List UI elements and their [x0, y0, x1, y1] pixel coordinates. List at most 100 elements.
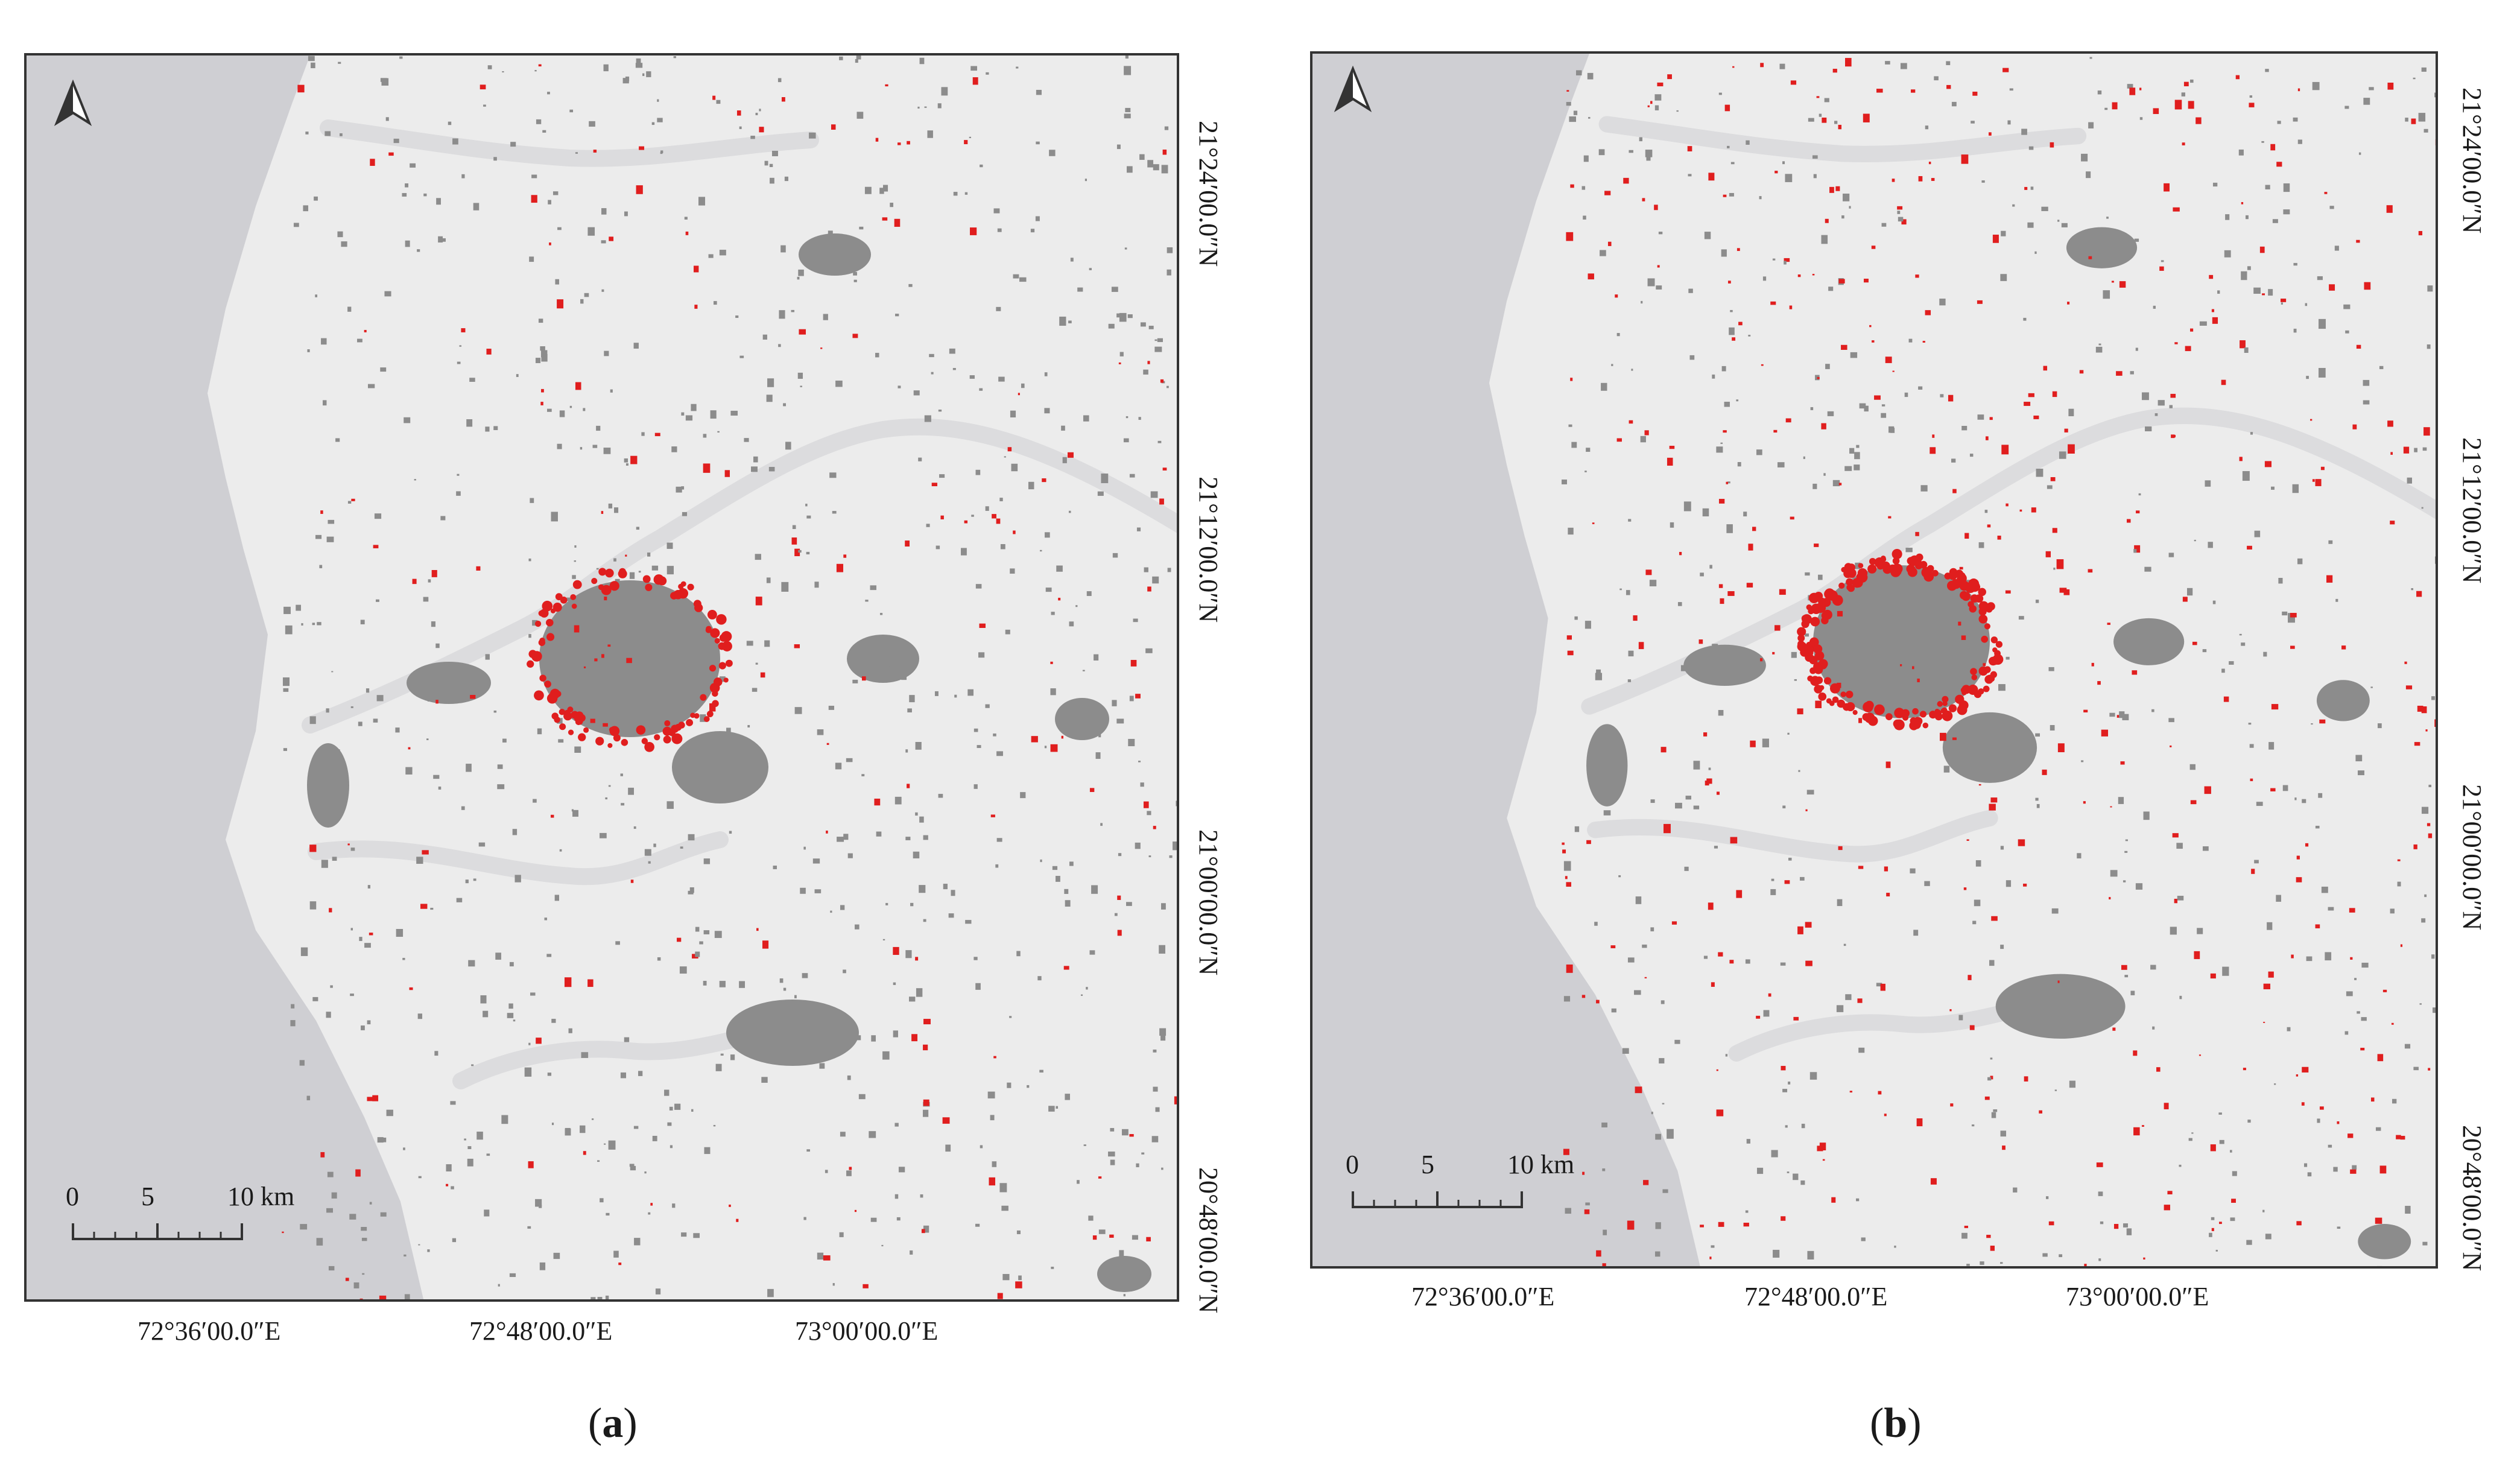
new-builtup-patch — [2219, 1222, 2222, 1225]
builtup-patch — [730, 1054, 735, 1060]
builtup-patch — [1049, 150, 1056, 156]
builtup-patch — [1712, 644, 1718, 648]
new-builtup-patch — [1838, 483, 1842, 486]
new-builtup-patch — [2349, 908, 2355, 913]
new-builtup-patch — [1718, 499, 1725, 504]
new-builtup-patch — [345, 1278, 349, 1281]
builtup-patch — [1056, 565, 1063, 572]
builtup-patch — [1629, 150, 1633, 153]
builtup-patch — [1154, 346, 1162, 352]
builtup-patch — [2013, 1187, 2018, 1193]
builtup-patch — [1858, 1047, 1865, 1053]
new-builtup-patch — [2183, 81, 2189, 87]
urban-growth-patch — [671, 733, 683, 744]
builtup-patch — [396, 929, 404, 937]
new-builtup-patch — [2083, 709, 2088, 713]
builtup-patch — [817, 729, 824, 735]
builtup-patch — [2124, 851, 2128, 853]
builtup-patch — [493, 426, 498, 431]
builtup-patch — [547, 1073, 552, 1076]
builtup-patch — [780, 245, 786, 253]
builtup-patch — [1654, 1251, 1660, 1257]
builtup-patch — [1059, 316, 1066, 326]
new-builtup-patch — [1050, 661, 1053, 664]
builtup-patch — [870, 585, 876, 591]
builtup-patch — [1810, 407, 1814, 410]
builtup-patch — [337, 749, 340, 753]
builtup-patch — [1967, 770, 1975, 779]
builtup-patch — [2271, 486, 2275, 490]
builtup-patch — [2028, 146, 2034, 150]
builtup-patch — [688, 890, 694, 895]
builtup-patch — [316, 1238, 323, 1246]
builtup-patch — [2041, 206, 2048, 211]
new-builtup-patch — [1961, 635, 1966, 640]
builtup-patch — [1841, 215, 1844, 219]
builtup-patch — [825, 1170, 828, 1173]
new-builtup-patch — [2210, 973, 2216, 979]
builtup-patch — [2245, 215, 2249, 220]
new-builtup-patch — [2434, 719, 2436, 727]
builtup-patch — [2142, 392, 2149, 401]
builtup-patch — [779, 310, 785, 319]
new-builtup-patch — [1825, 218, 1829, 223]
new-builtup-patch — [654, 433, 660, 437]
builtup-patch — [1951, 458, 1956, 463]
builtup-patch — [554, 895, 559, 901]
builtup-patch — [934, 691, 939, 696]
builtup-patch — [2247, 266, 2251, 270]
new-builtup-patch — [794, 548, 800, 557]
builtup-patch — [1941, 606, 1948, 610]
builtup-patch — [1626, 590, 1630, 595]
builtup-patch — [1720, 442, 1723, 444]
builtup-patch — [1098, 1229, 1106, 1234]
builtup-patch — [1794, 679, 1797, 681]
builtup-patch — [1161, 165, 1168, 174]
new-builtup-patch — [1770, 301, 1776, 305]
builtup-patch — [769, 163, 773, 167]
builtup-patch — [1143, 369, 1148, 375]
builtup-patch — [1124, 247, 1127, 250]
builtup-patch — [580, 1125, 586, 1133]
new-builtup-patch — [2404, 661, 2407, 664]
urban-growth-patch — [1960, 687, 1966, 693]
new-builtup-patch — [2350, 957, 2353, 960]
urban-growth-patch — [1835, 595, 1843, 603]
new-builtup-patch — [861, 676, 866, 681]
builtup-patch — [542, 130, 546, 133]
builtup-patch — [969, 375, 975, 379]
builtup-patch — [2306, 376, 2309, 379]
builtup-patch — [783, 987, 787, 991]
new-builtup-patch — [1698, 639, 1703, 644]
new-builtup-patch — [2211, 309, 2215, 312]
builtup-patch — [657, 99, 659, 102]
builtup-patch — [646, 71, 651, 77]
builtup-patch — [1684, 866, 1689, 871]
new-builtup-patch — [2427, 823, 2431, 826]
builtup-patch — [2202, 649, 2207, 653]
new-builtup-patch — [2391, 1022, 2394, 1025]
new-builtup-patch — [923, 1044, 928, 1051]
builtup-patch — [1784, 261, 1787, 265]
builtup-patch — [2307, 1172, 2312, 1177]
new-builtup-patch — [799, 329, 806, 335]
builtup-patch — [335, 438, 340, 442]
new-builtup-patch — [2050, 142, 2054, 148]
builtup-patch — [730, 410, 738, 416]
builtup-patch — [581, 606, 587, 612]
new-builtup-patch — [1816, 96, 1820, 98]
builtup-patch — [2095, 346, 2103, 353]
new-builtup-patch — [2192, 641, 2197, 645]
builtup-patch — [2151, 709, 2154, 712]
new-builtup-patch — [1878, 1091, 1882, 1095]
builtup-patch — [600, 832, 607, 838]
builtup-patch — [2277, 121, 2281, 124]
new-builtup-patch — [1627, 1220, 1635, 1230]
builtup-patch — [2124, 975, 2129, 978]
builtup-patch — [468, 960, 475, 967]
builtup-patch — [1051, 612, 1055, 615]
new-builtup-patch — [2133, 1127, 2140, 1136]
builtup-patch — [2281, 302, 2283, 305]
new-builtup-patch — [940, 515, 944, 519]
builtup-patch — [1086, 591, 1092, 597]
